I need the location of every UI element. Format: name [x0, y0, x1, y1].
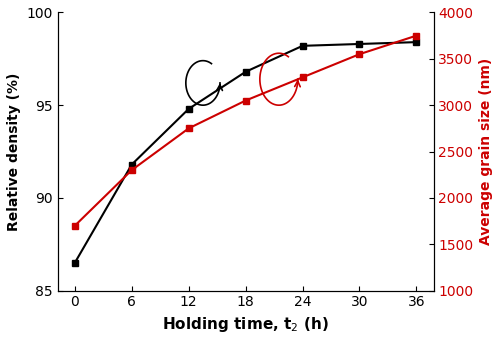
X-axis label: Holding time, t$_2$ (h): Holding time, t$_2$ (h)	[162, 315, 329, 334]
Y-axis label: Relative density (%): Relative density (%)	[7, 72, 21, 231]
Y-axis label: Average grain size (nm): Average grain size (nm)	[479, 58, 493, 245]
